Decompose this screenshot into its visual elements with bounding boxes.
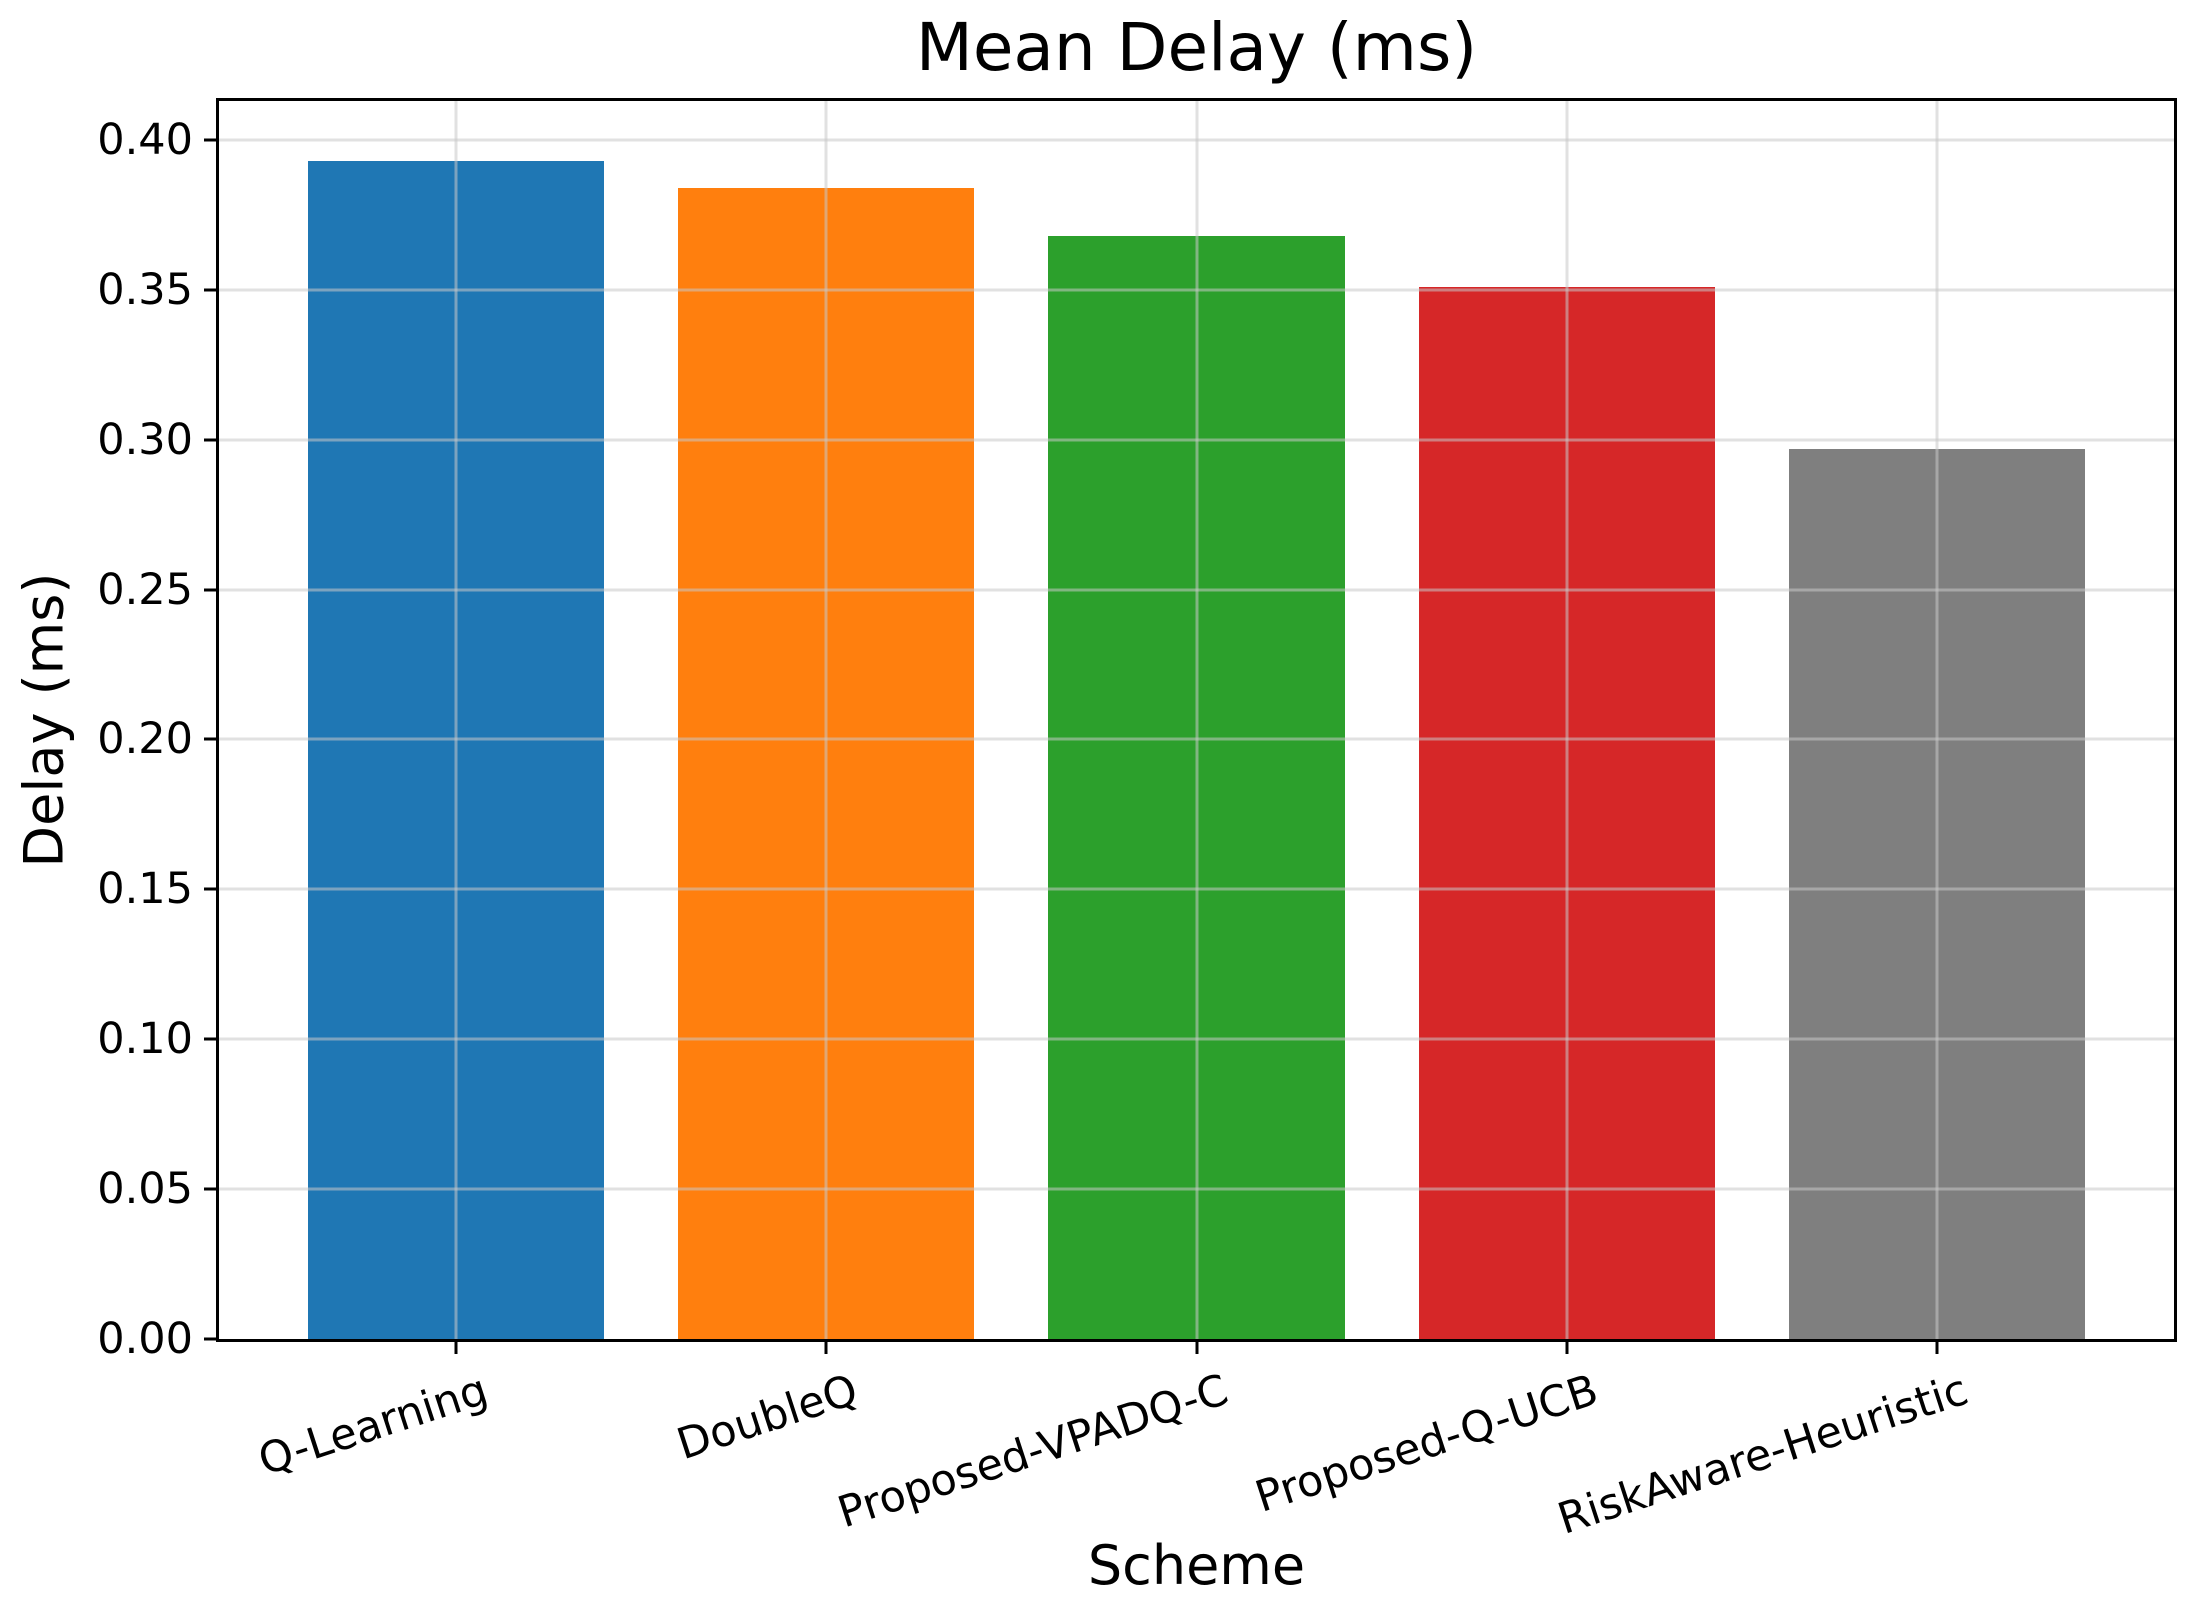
x-tick-label: RiskAware-Heuristic bbox=[1552, 1365, 1975, 1545]
x-gridline bbox=[824, 101, 828, 1339]
x-gridline bbox=[1935, 101, 1939, 1339]
y-tick-mark bbox=[204, 438, 219, 442]
x-gridline bbox=[1565, 101, 1569, 1339]
y-tick-label: 0.10 bbox=[97, 1014, 193, 1065]
y-tick-label: 0.35 bbox=[97, 264, 193, 315]
x-axis-label: Scheme bbox=[1087, 1534, 1306, 1597]
x-tick-label: Proposed-Q-UCB bbox=[1249, 1365, 1605, 1523]
x-tick-mark bbox=[1935, 1339, 1939, 1354]
y-tick-label: 0.30 bbox=[97, 414, 193, 465]
y-tick-label: 0.25 bbox=[97, 564, 193, 615]
y-tick-mark bbox=[204, 887, 219, 891]
y-tick-label: 0.05 bbox=[97, 1164, 193, 1215]
x-tick-label: DoubleQ bbox=[671, 1365, 864, 1471]
x-tick-label: Q-Learning bbox=[252, 1365, 494, 1486]
y-tick-label: 0.15 bbox=[97, 864, 193, 915]
y-tick-mark bbox=[204, 138, 219, 142]
y-tick-mark bbox=[204, 1037, 219, 1041]
y-tick-mark bbox=[204, 588, 219, 592]
x-tick-mark bbox=[454, 1339, 458, 1354]
y-tick-mark bbox=[204, 288, 219, 292]
y-tick-label: 0.40 bbox=[97, 114, 193, 165]
plot-area: 0.00 0.05 0.10 0.15 0.20 0.25 0.30 0.35 0.40 Q-Le… bbox=[97, 98, 2177, 1545]
y-axis-label: Delay (ms) bbox=[12, 572, 76, 868]
y-tick-label: 0.20 bbox=[97, 714, 193, 765]
chart-title: Mean Delay (ms) bbox=[915, 9, 1478, 86]
x-tick-mark bbox=[824, 1339, 828, 1354]
x-tick-label: Proposed-VPADQ-C bbox=[831, 1365, 1234, 1539]
x-tick-mark bbox=[1195, 1339, 1198, 1354]
x-gridline bbox=[454, 101, 458, 1339]
y-tick-label: 0.00 bbox=[97, 1314, 193, 1364]
x-tick-mark bbox=[1565, 1339, 1569, 1354]
y-tick-mark bbox=[204, 737, 219, 741]
x-gridline bbox=[1195, 101, 1198, 1339]
y-tick-mark bbox=[204, 1187, 219, 1191]
y-tick-mark bbox=[204, 1337, 219, 1341]
